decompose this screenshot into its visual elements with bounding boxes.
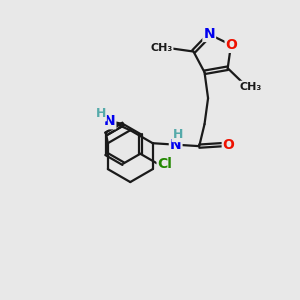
- Text: O: O: [226, 38, 238, 52]
- Text: N: N: [170, 138, 182, 152]
- Text: CH₃: CH₃: [150, 43, 172, 53]
- Text: N: N: [203, 27, 215, 41]
- Text: Cl: Cl: [158, 157, 172, 171]
- Text: N: N: [104, 114, 116, 128]
- Text: H: H: [95, 107, 106, 120]
- Text: O: O: [223, 138, 235, 152]
- Text: CH₃: CH₃: [240, 82, 262, 92]
- Text: H: H: [172, 128, 183, 141]
